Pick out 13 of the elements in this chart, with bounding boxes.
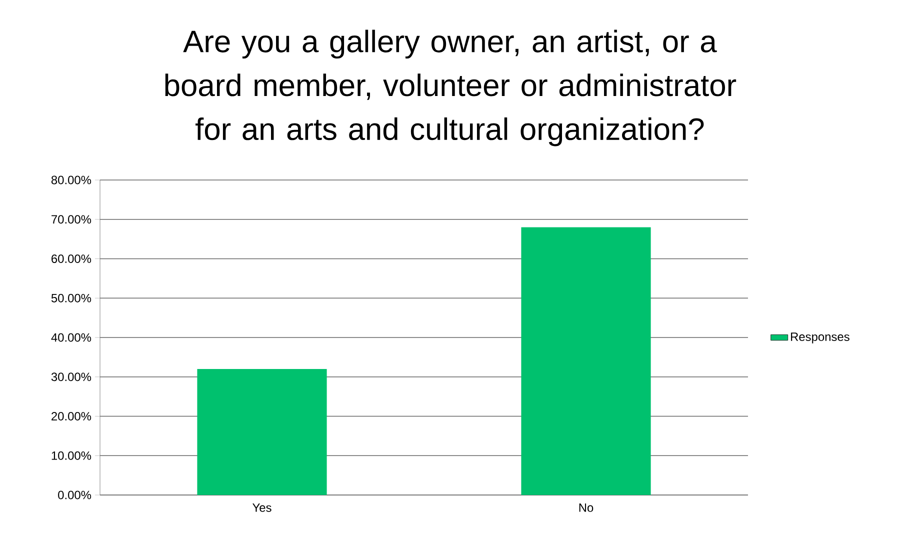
y-tick-label: 80.00% <box>51 176 92 184</box>
y-tick-label: 50.00% <box>51 294 92 302</box>
y-tick-label: 70.00% <box>52 215 92 224</box>
y-tick-label: 10.00% <box>52 451 92 460</box>
y-tick-label: 20.00% <box>52 412 92 420</box>
y-tick-label: 0.00% <box>58 490 92 500</box>
y-tick-label: 40.00% <box>51 333 92 342</box>
legend-label: Responses <box>791 332 850 344</box>
x-tick-label: Yes <box>252 504 272 512</box>
y-tick-label: 30.00% <box>51 372 92 382</box>
y-tick-label: 60.00% <box>52 254 92 263</box>
chart-title: Are you a gallery owner, an artist, or a board member, volunteer or administrator for an arts and cultural organization? <box>165 30 736 146</box>
x-tick-label: No <box>579 504 594 512</box>
